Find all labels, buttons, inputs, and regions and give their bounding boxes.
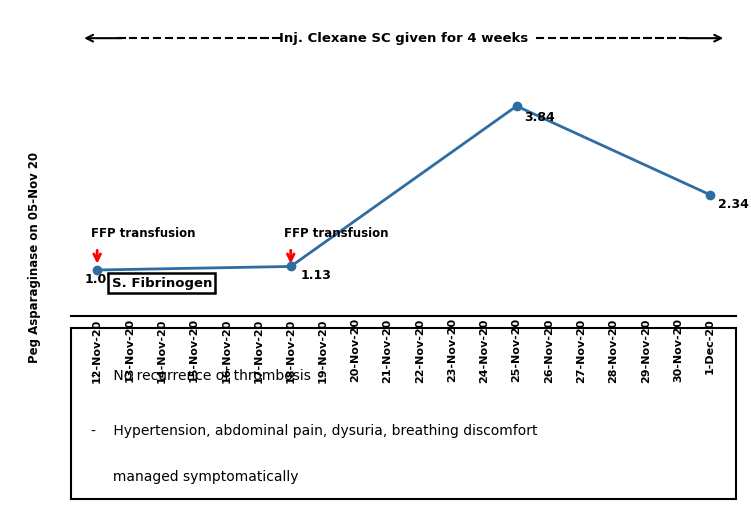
Text: managed symptomatically: managed symptomatically (92, 470, 299, 484)
Text: -    Hypertension, abdominal pain, dysuria, breathing discomfort: - Hypertension, abdominal pain, dysuria,… (92, 423, 538, 438)
Text: Inj. Clexane SC given for 4 weeks: Inj. Clexane SC given for 4 weeks (279, 32, 528, 45)
Text: S. Fibrinogen: S. Fibrinogen (112, 276, 212, 290)
Text: 3.84: 3.84 (525, 111, 556, 124)
Text: FFP transfusion: FFP transfusion (91, 228, 195, 240)
Text: FFP transfusion: FFP transfusion (285, 228, 389, 240)
Text: 2.34: 2.34 (718, 198, 749, 211)
Text: -    No recurrence of thrombosis: - No recurrence of thrombosis (92, 369, 311, 383)
Text: Peg Asparaginase on 05-Nov 20: Peg Asparaginase on 05-Nov 20 (29, 152, 41, 362)
Text: 1.07: 1.07 (84, 273, 115, 286)
Text: 1.13: 1.13 (300, 269, 331, 282)
